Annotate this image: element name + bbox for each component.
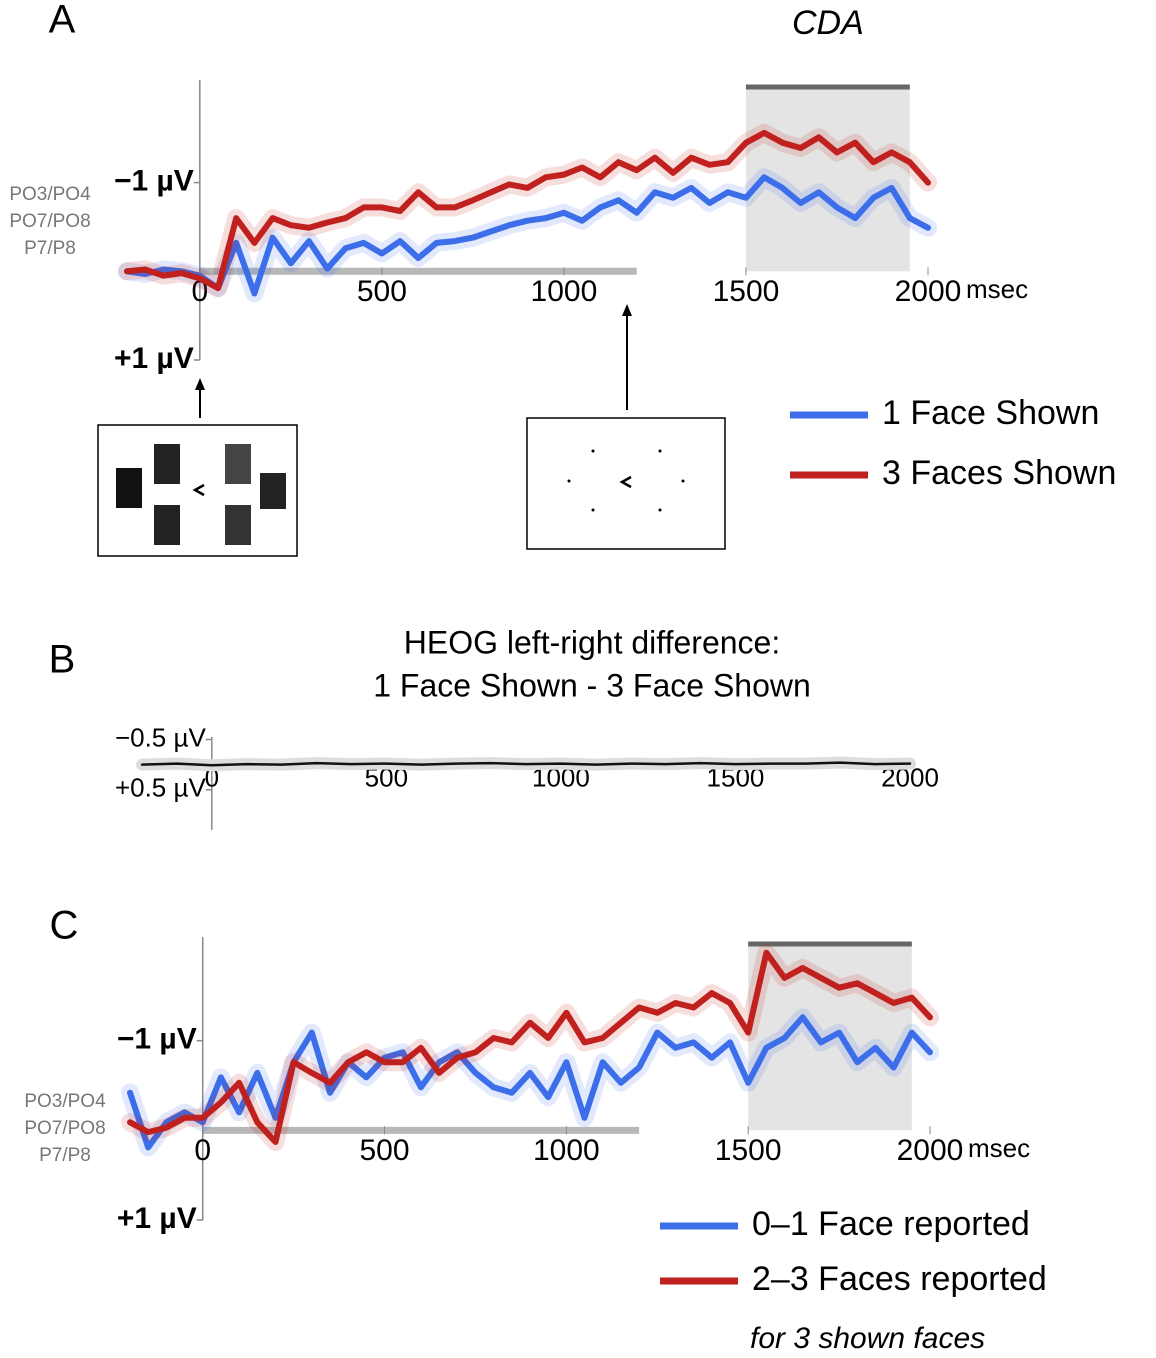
x-tick-label: 500 <box>360 1134 410 1167</box>
x-axis-label: msec <box>966 274 1028 304</box>
legend-label: 3 Faces Shown <box>882 454 1116 492</box>
note: for 3 shown faces <box>750 1322 985 1355</box>
channel-label: P7/P8 <box>24 238 76 259</box>
channel-label: PO7/PO8 <box>24 1118 105 1139</box>
probe-inset <box>526 304 726 550</box>
x-tick-label: 0 <box>194 1134 211 1167</box>
legend-label: 0–1 Face reported <box>752 1205 1030 1243</box>
x-tick-label: 2000 <box>897 1134 964 1167</box>
series-line <box>124 129 931 292</box>
y-tick-label: +0.5 µV <box>115 773 207 803</box>
panel-letter: A <box>49 0 76 42</box>
x-axis-label: msec <box>968 1133 1030 1163</box>
channel-label: PO3/PO4 <box>24 1091 106 1112</box>
charts: A CDA−1 µV+1 µV0 500 1000 1500 2000 msecPO3/PO… <box>9 0 1116 1355</box>
x-tick-label: 2000 <box>895 275 962 308</box>
legend-label: 2–3 Faces reported <box>752 1260 1047 1298</box>
highlight-window <box>745 85 910 272</box>
series-line <box>124 174 931 297</box>
x-tick-label: 1000 <box>531 275 598 308</box>
series-line <box>127 1014 933 1151</box>
y-tick-label: −1 µV <box>114 165 194 198</box>
series-line <box>140 761 912 767</box>
x-tick-label: 1500 <box>715 1134 782 1167</box>
chart-title: 1 Face Shown - 3 Face Shown <box>373 667 811 703</box>
panel-letter: B <box>49 638 76 682</box>
channel-label: PO3/PO4 <box>9 184 91 205</box>
y-tick-label: −1 µV <box>117 1023 197 1056</box>
x-tick-label: 1000 <box>533 1134 600 1167</box>
stimulus-inset <box>97 378 298 557</box>
y-tick-label: +1 µV <box>114 342 194 375</box>
annotation: CDA <box>792 4 864 42</box>
channel-label: PO7/PO8 <box>9 211 90 232</box>
series-line <box>127 949 933 1145</box>
y-tick-label: +1 µV <box>117 1202 197 1235</box>
channel-label: P7/P8 <box>39 1145 91 1166</box>
y-tick-label: −0.5 µV <box>115 722 207 752</box>
chart-title: HEOG left-right difference: <box>404 624 780 660</box>
panel-letter: C <box>50 904 79 948</box>
x-tick-label: 1500 <box>713 275 780 308</box>
x-tick-label: 500 <box>357 275 407 308</box>
legend-label: 1 Face Shown <box>882 394 1099 432</box>
